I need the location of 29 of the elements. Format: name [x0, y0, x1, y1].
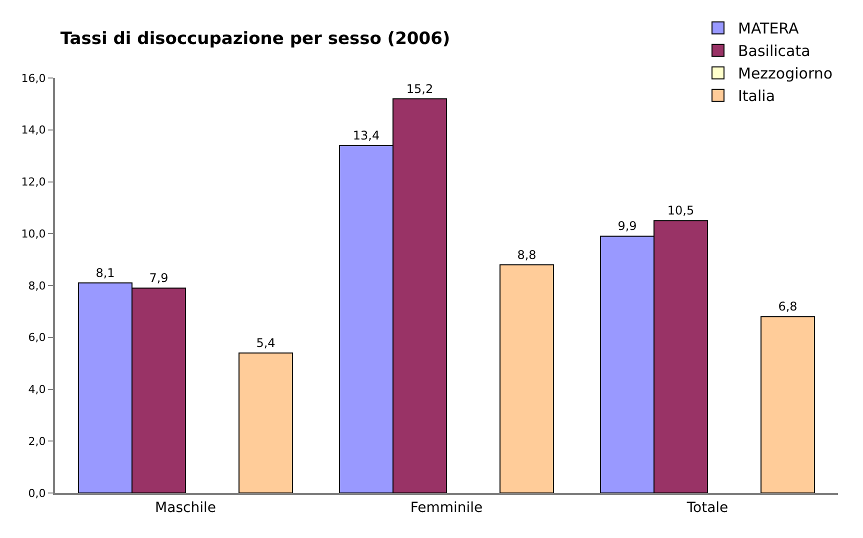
x-tick-label: Femminile [410, 500, 483, 516]
data-label: 9,9 [618, 219, 637, 234]
chart-title: Tassi di disoccupazione per sesso (2006) [60, 29, 450, 50]
y-tick-label: 0,0 [28, 486, 46, 500]
bar [760, 316, 816, 493]
data-label: 6,8 [778, 300, 798, 314]
legend-label: Italia [738, 87, 776, 106]
data-label: 15,2 [406, 82, 434, 96]
y-tick-label: 16,0 [21, 72, 46, 85]
bar [238, 352, 294, 493]
y-tick-label: 8,0 [28, 279, 46, 292]
y-tick-label: 12,0 [21, 176, 46, 189]
data-label: 8,1 [96, 266, 115, 280]
legend-label: MATERA [738, 20, 800, 38]
y-tick-label: 14,0 [21, 124, 46, 137]
data-label: 8,8 [517, 248, 536, 262]
x-tick-label: Maschile [155, 500, 216, 516]
y-tick-label: 10,0 [21, 227, 46, 240]
legend-label: Basilicata [738, 42, 810, 60]
legend-label: Mezzogiorno [738, 64, 833, 83]
x-tick-label: Totale [686, 500, 728, 516]
data-label: 10,5 [667, 204, 694, 218]
y-tick-label: 6,0 [28, 331, 46, 344]
y-tick-label: 2,0 [28, 434, 46, 448]
data-label: 7,9 [149, 271, 168, 286]
data-label: 5,4 [256, 336, 276, 350]
data-label: 13,4 [352, 128, 380, 142]
y-tick-label: 4,0 [28, 383, 46, 396]
bar [500, 264, 554, 493]
